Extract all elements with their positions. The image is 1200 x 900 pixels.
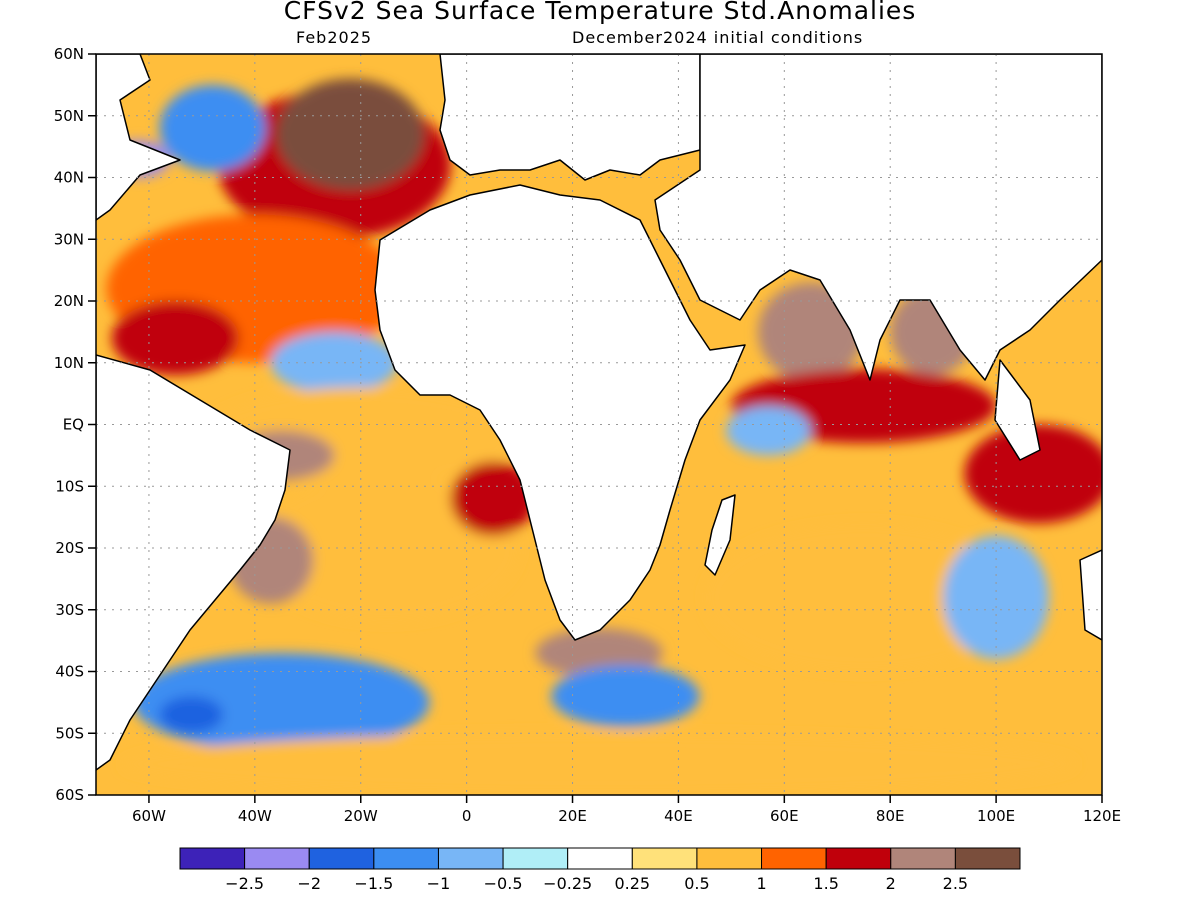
colorbar-label: 0.5 [684, 874, 709, 893]
latitude-axis: 60N 50N 40N 30N 20N 10N EQ 10S 20S 30S 40S 50S 60S [54, 45, 96, 804]
colorbar-label: 1.5 [813, 874, 838, 893]
lon-tick-label: 20W [344, 807, 378, 825]
colorbar-label: −1.5 [354, 874, 393, 893]
north-america-landmass [96, 54, 181, 221]
south-america-landmass [96, 354, 291, 771]
lat-tick-label: 40S [55, 663, 84, 681]
forecast-month: Feb2025 [296, 28, 373, 47]
lon-tick-label: 60E [770, 807, 799, 825]
lat-tick-label: 60N [54, 45, 84, 63]
colorbar-swatch [502, 847, 569, 870]
anomaly-region [964, 424, 1102, 524]
madagascar [704, 494, 736, 576]
lat-tick-label: 60S [55, 786, 84, 804]
anomaly-region [159, 84, 266, 172]
lat-tick-label: 50S [55, 724, 84, 742]
se-asia-landmass [994, 359, 1041, 461]
lat-tick-label: 20S [55, 539, 84, 557]
africa-landmass [374, 184, 746, 641]
lat-tick-label: 10S [55, 477, 84, 495]
lon-tick-label: 20E [558, 807, 587, 825]
australia-landmass [1079, 549, 1102, 641]
anomaly-region [270, 331, 398, 394]
colorbar-swatch [696, 847, 763, 870]
anomaly-region [943, 535, 1050, 660]
colorbar-label: 1 [756, 874, 766, 893]
lat-tick-label: EQ [63, 416, 84, 434]
colorbar-swatch [890, 847, 956, 870]
graticule [96, 54, 1102, 795]
lon-tick-label: 60W [132, 807, 166, 825]
colorbar-swatch [954, 847, 1021, 870]
longitude-axis: 60W 40W 20W 0 20E 40E 60E 80E 100E 120E [132, 795, 1121, 825]
lon-tick-label: 40W [238, 807, 272, 825]
lat-tick-label: 30N [54, 230, 84, 248]
lon-tick-label: 40E [664, 807, 693, 825]
asia-landmass [654, 54, 1102, 381]
anomaly-region [111, 301, 239, 376]
colorbar-swatch [308, 847, 375, 870]
colorbar-label: 2 [886, 874, 896, 893]
anomaly-region [276, 78, 425, 190]
anomaly-region [535, 628, 663, 678]
anomaly-region [450, 461, 536, 536]
colorbar-swatch [825, 847, 892, 870]
lat-tick-label: 40N [54, 169, 84, 187]
lat-tick-label: 30S [55, 601, 84, 619]
anomaly-region [551, 665, 700, 728]
colorbar-label: −2.5 [225, 874, 264, 893]
colorbar-label: −2 [297, 874, 321, 893]
colorbar-label: 2.5 [943, 874, 968, 893]
chart-title: CFSv2 Sea Surface Temperature Std.Anomal… [283, 0, 917, 25]
lat-tick-label: 50N [54, 107, 84, 125]
lon-tick-label: 0 [462, 807, 472, 825]
colorbar-label: −1 [427, 874, 451, 893]
anomaly-region [726, 405, 811, 456]
colorbar-label: 0.25 [614, 874, 650, 893]
colorbar-label: −0.5 [484, 874, 523, 893]
anomaly-region [159, 696, 224, 734]
colorbar-swatch [373, 847, 439, 870]
lon-tick-label: 100E [977, 807, 1015, 825]
continents [96, 54, 1102, 771]
europe-landmass [439, 54, 701, 181]
colorbar-swatch [631, 847, 698, 870]
lat-tick-label: 20N [54, 292, 84, 310]
lat-tick-label: 10N [54, 354, 84, 372]
colorbar-swatch [761, 847, 827, 870]
colorbar-swatch [567, 847, 633, 870]
colorbar-swatch [244, 847, 310, 870]
lon-tick-label: 80E [876, 807, 905, 825]
anomaly-region [122, 733, 1076, 795]
colorbar: −2.5 −2 −1.5 −1 −0.5 −0.25 0.25 0.5 1 1.5 2 2.5 [179, 847, 1021, 893]
anomaly-region [704, 523, 1023, 672]
colorbar-swatch [437, 847, 504, 870]
colorbar-swatch [179, 847, 246, 870]
colorbar-label: −0.25 [543, 874, 592, 893]
initial-conditions: December2024 initial conditions [572, 28, 864, 47]
lon-tick-label: 120E [1083, 807, 1121, 825]
